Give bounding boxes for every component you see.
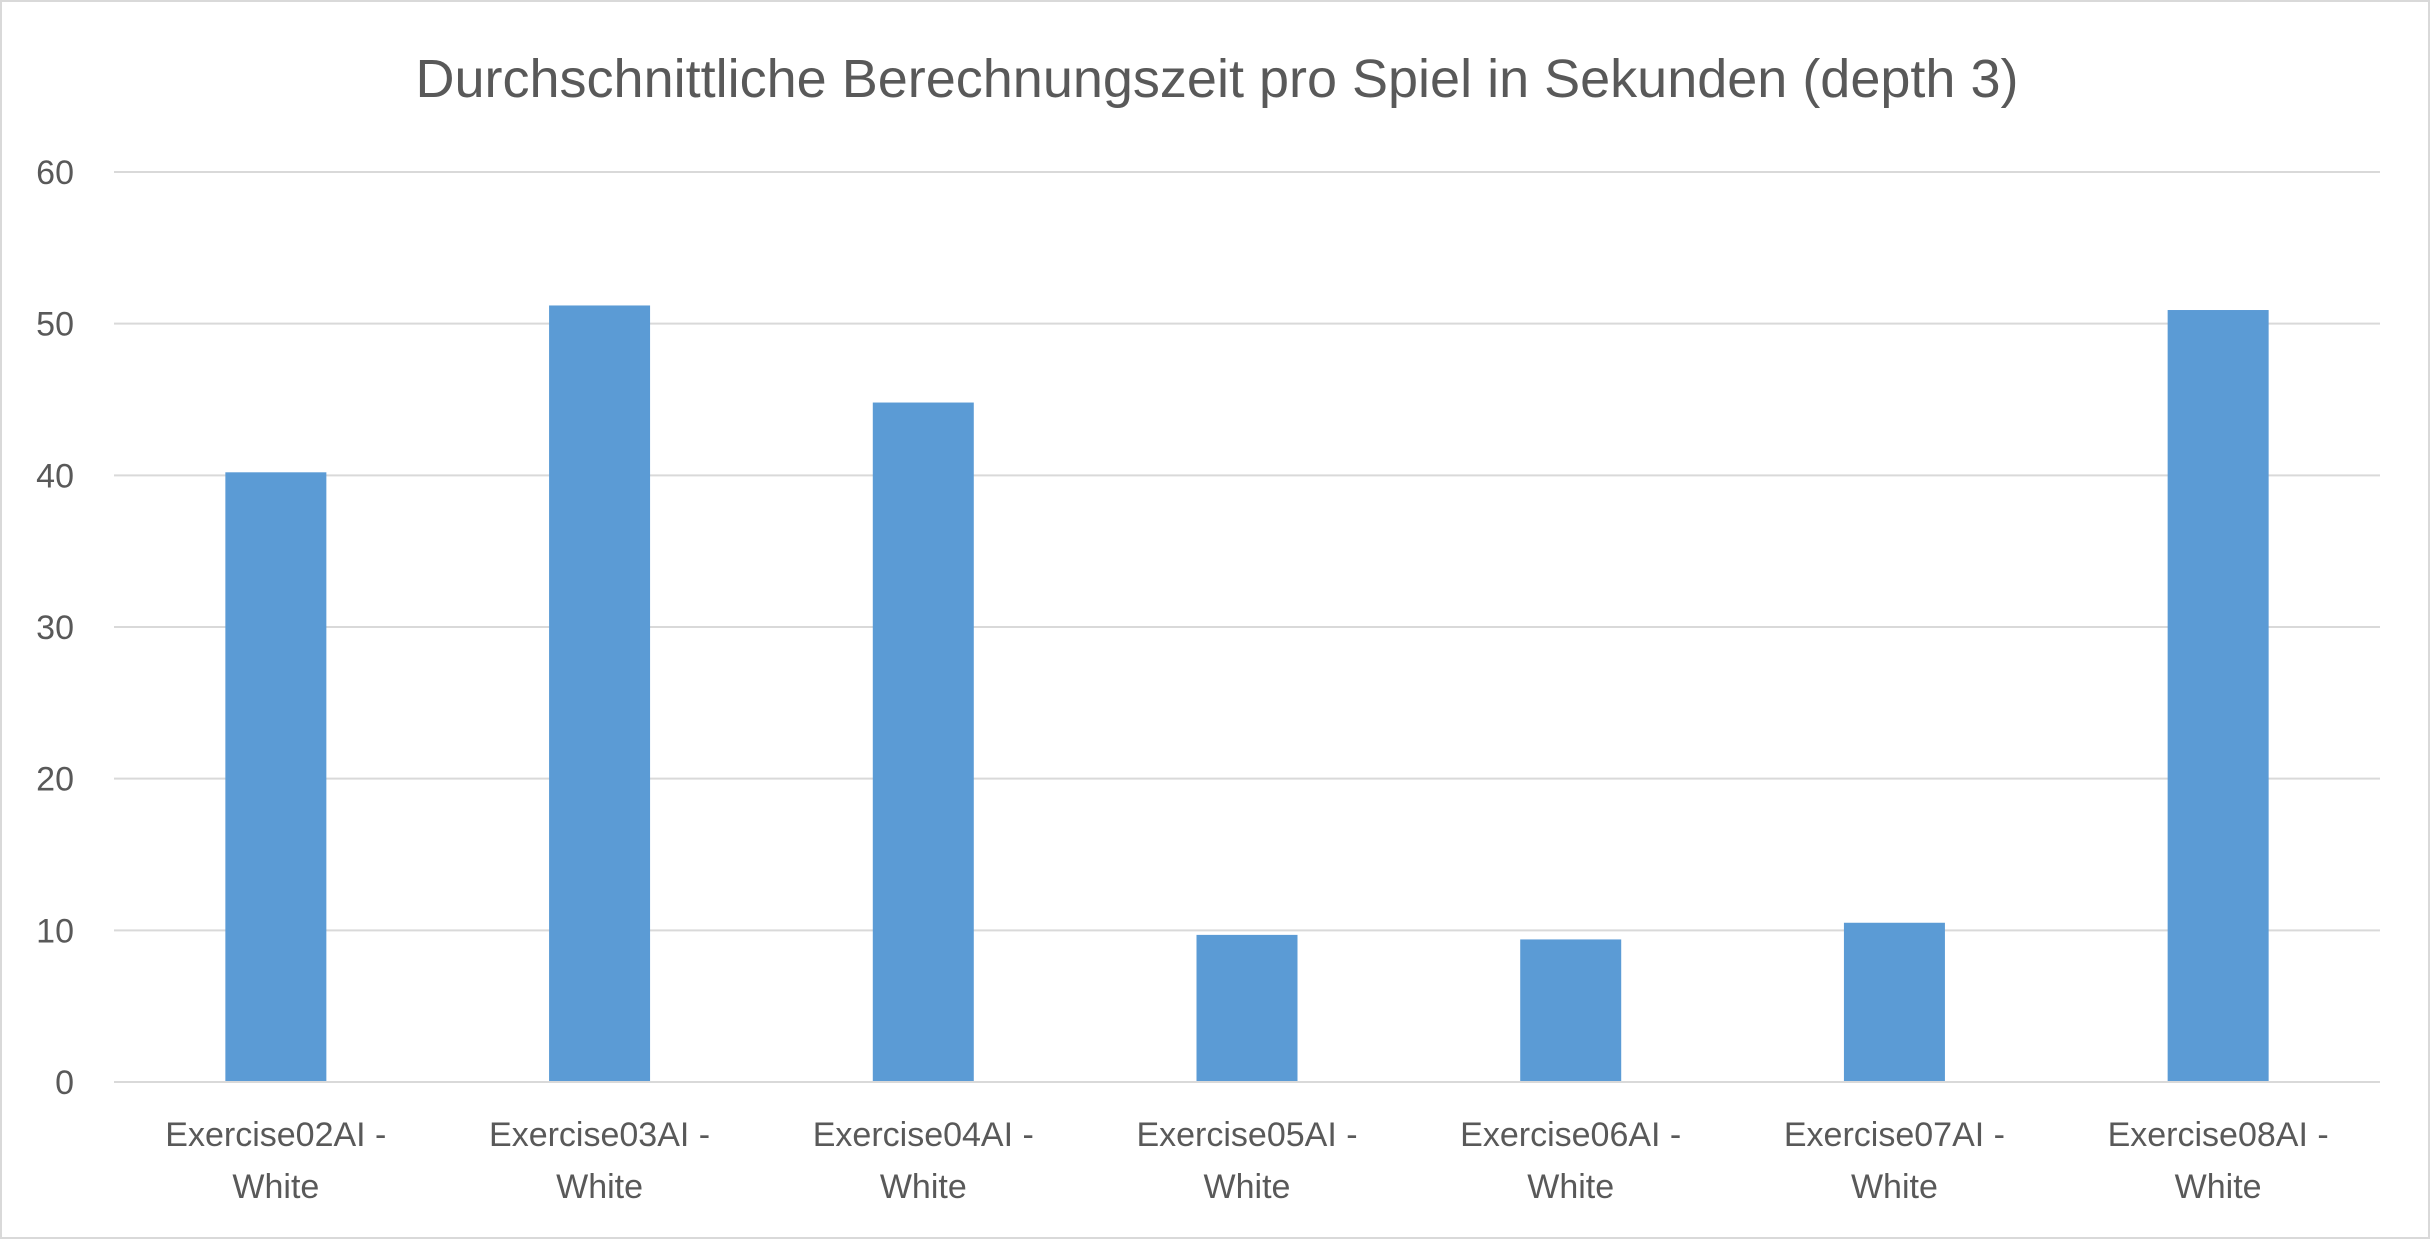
x-category-label: Exercise08AI - — [2108, 1116, 2329, 1154]
x-category-label: Exercise06AI - — [1460, 1116, 1681, 1154]
y-tick-label: 40 — [36, 457, 74, 495]
y-axis-tick-labels: 0 10 20 30 40 50 60 — [36, 154, 74, 1102]
bar — [1196, 934, 1298, 1082]
x-category-label: White — [1851, 1168, 1938, 1206]
y-tick-label: 30 — [36, 609, 74, 647]
x-axis-category-labels: Exercise02AI - White Exercise03AI - White Ex… — [165, 1116, 2328, 1206]
x-category-label: White — [2175, 1168, 2262, 1206]
y-tick-label: 10 — [36, 912, 74, 950]
bar — [872, 402, 974, 1082]
x-category-label: White — [556, 1168, 643, 1206]
bar — [549, 305, 651, 1082]
x-category-label: White — [232, 1168, 319, 1206]
bars — [225, 305, 2269, 1082]
x-category-label: White — [1527, 1168, 1614, 1206]
bar — [225, 472, 327, 1082]
x-category-label: Exercise04AI - — [813, 1116, 1034, 1154]
x-category-label: Exercise03AI - — [489, 1116, 710, 1154]
gridlines — [114, 171, 2380, 932]
x-category-label: Exercise02AI - — [165, 1116, 386, 1154]
y-tick-label: 20 — [36, 761, 74, 799]
x-category-label: Exercise05AI - — [1136, 1116, 1357, 1154]
bar — [1843, 922, 1945, 1082]
x-category-label: White — [1204, 1168, 1291, 1206]
bar — [2167, 310, 2269, 1082]
y-tick-label: 60 — [36, 154, 74, 192]
y-tick-label: 0 — [55, 1064, 74, 1102]
chart-title: Durchschnittliche Berechnungszeit pro Sp… — [416, 49, 2019, 109]
x-category-label: Exercise07AI - — [1784, 1116, 2005, 1154]
x-category-label: White — [880, 1168, 967, 1206]
y-tick-label: 50 — [36, 306, 74, 344]
bar — [1520, 939, 1622, 1082]
